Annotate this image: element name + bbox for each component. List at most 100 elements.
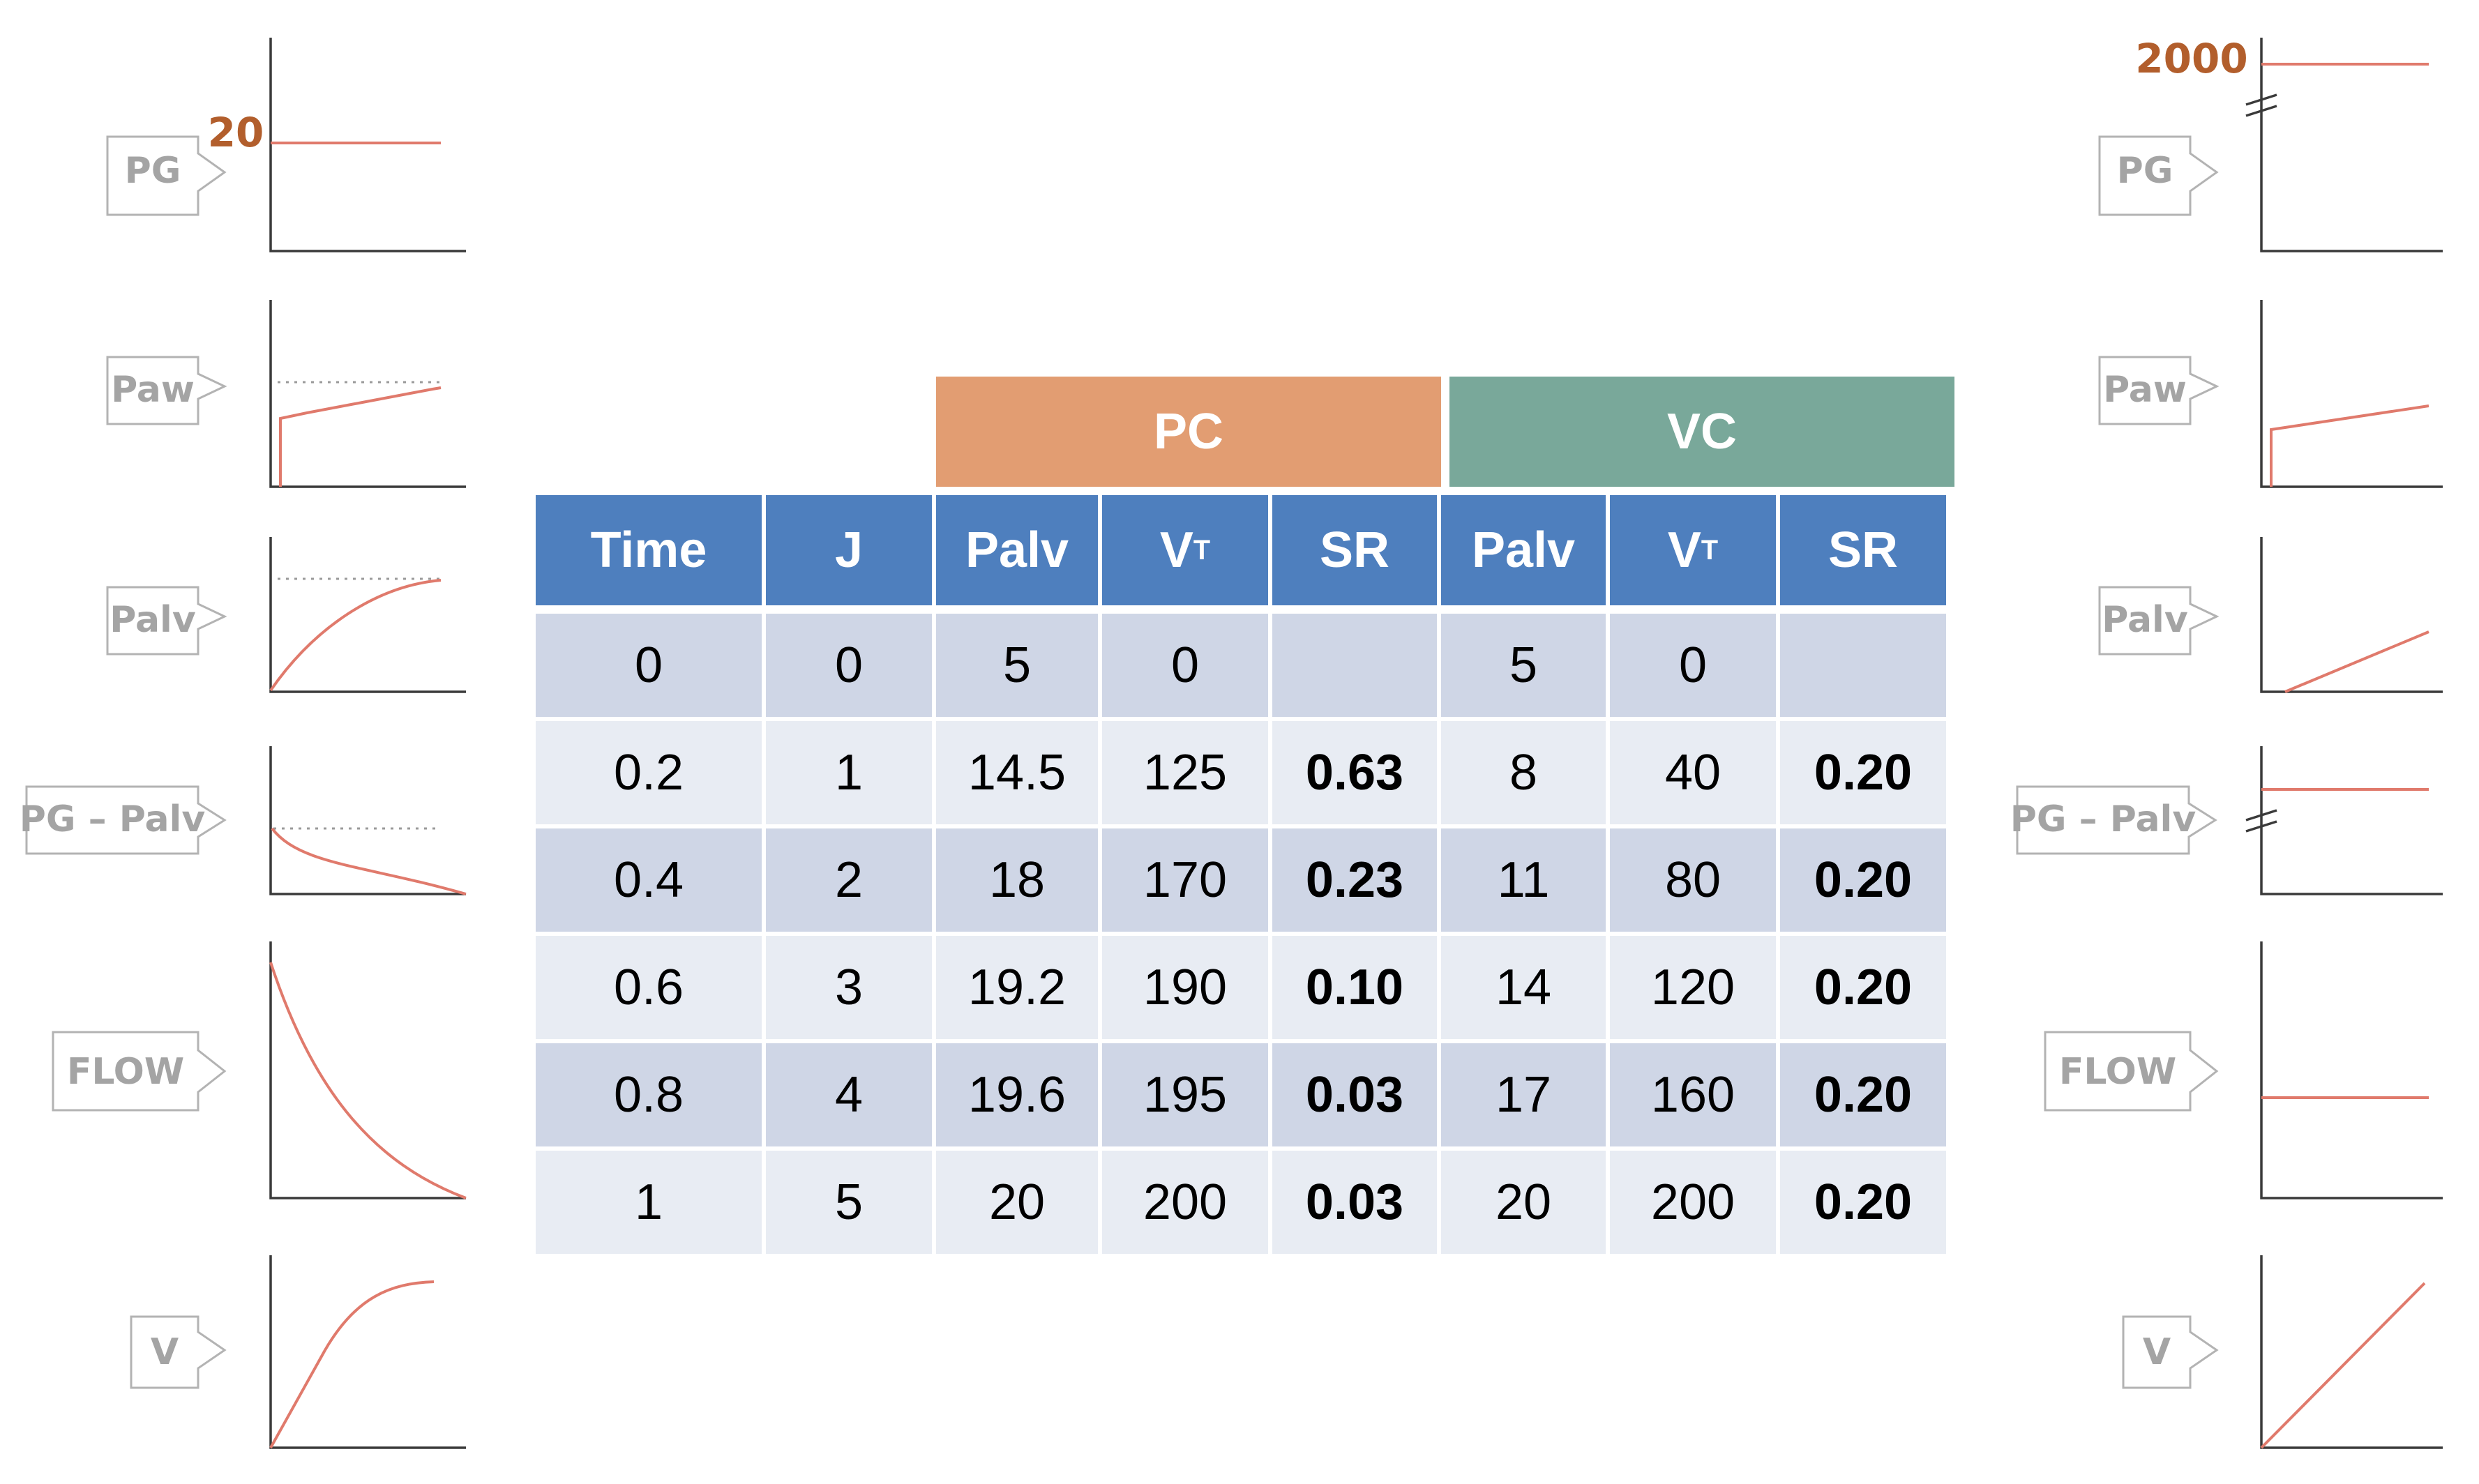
cell-j: 5 [766, 1151, 932, 1254]
cell-pc-palv: 20 [936, 1151, 1098, 1254]
cell-pc-vt: 195 [1102, 1043, 1268, 1146]
cell-vc-sr [1780, 614, 1946, 717]
cell-pc-vt: 0 [1102, 614, 1268, 717]
cell-pc-vt: 125 [1102, 721, 1268, 824]
pg-minus-palv-tag: PG – Palv [20, 785, 227, 855]
pg-tag: PG [106, 135, 227, 216]
cell-vc-vt: 0 [1610, 614, 1776, 717]
pg-minus-palv-tag-label: PG – Palv [20, 798, 206, 840]
v-tag: V [2122, 1315, 2219, 1389]
cell-pc-palv: 19.2 [936, 936, 1098, 1039]
pg-tag: PG [2098, 135, 2219, 216]
axis-break-mark [2245, 809, 2277, 833]
paw-curve [279, 386, 442, 487]
palv-curve [2284, 630, 2429, 693]
table-row: 0.6 3 19.2 190 0.10 14 120 0.20 [536, 936, 1946, 1039]
cell-time: 1 [536, 1151, 762, 1254]
vc-group-header: VC [1449, 377, 1954, 487]
cell-vc-sr: 0.20 [1780, 1043, 1946, 1146]
cell-pc-sr: 0.63 [1272, 721, 1437, 824]
flow-tag: FLOW [2044, 1031, 2219, 1112]
cell-pc-sr [1272, 614, 1437, 717]
v-curve [269, 1280, 435, 1448]
cell-j: 3 [766, 936, 932, 1039]
palv-tag-label: Palv [2102, 599, 2188, 641]
cell-vc-vt: 200 [1610, 1151, 1776, 1254]
cell-j: 0 [766, 614, 932, 717]
pg-tag-label: PG [125, 150, 181, 192]
cell-vc-vt: 120 [1610, 936, 1776, 1039]
pc-group-header: PC [936, 377, 1441, 487]
paw-curve [2270, 404, 2429, 487]
cell-pc-palv: 18 [936, 828, 1098, 932]
cell-time: 0.6 [536, 936, 762, 1039]
palv-tag: Palv [2098, 586, 2220, 656]
cell-vc-vt: 160 [1610, 1043, 1776, 1146]
flow-tag-label: FLOW [67, 1051, 184, 1093]
header-j: J [766, 495, 932, 605]
paw-tag: Paw [106, 356, 227, 425]
cell-pc-vt: 190 [1102, 936, 1268, 1039]
cell-pc-vt: 170 [1102, 828, 1268, 932]
cell-pc-sr: 0.10 [1272, 936, 1437, 1039]
pg-value-label: 2000 [2135, 35, 2247, 82]
axis-break-mark [2245, 93, 2277, 117]
cell-vc-sr: 0.20 [1780, 1151, 1946, 1254]
y-axis [269, 38, 466, 252]
left-graph-v: V [130, 1255, 466, 1449]
left-graph-pg: PG 20 [106, 38, 466, 252]
v-tag-label: V [2143, 1331, 2171, 1373]
pg-minus-palv-curve [271, 827, 467, 895]
palv-tag: Palv [106, 586, 227, 656]
cell-pc-vt: 200 [1102, 1151, 1268, 1254]
left-graph-pg-minus-palv: PG – Palv [20, 746, 467, 895]
pg-tag-label: PG [2117, 150, 2173, 192]
v-tag: V [130, 1315, 227, 1389]
cell-pc-palv: 19.6 [936, 1043, 1098, 1146]
cell-vc-sr: 0.20 [1780, 828, 1946, 932]
cell-vc-vt: 80 [1610, 828, 1776, 932]
right-graph-flow: FLOW [2044, 941, 2443, 1199]
cell-pc-palv: 5 [936, 614, 1098, 717]
palv-tag-label: Palv [110, 599, 196, 641]
right-graph-pg-minus-palv: PG – Palv [2010, 746, 2443, 895]
cell-vc-palv: 20 [1441, 1151, 1606, 1254]
header-time: Time [536, 495, 762, 605]
flow-tag: FLOW [52, 1031, 227, 1112]
v-curve [2260, 1282, 2426, 1449]
cell-j: 2 [766, 828, 932, 932]
paw-tag-label: Paw [2103, 369, 2187, 411]
table-row: 0.2 1 14.5 125 0.63 8 40 0.20 [536, 721, 1946, 824]
table-row: 0.4 2 18 170 0.23 11 80 0.20 [536, 828, 1946, 932]
cell-vc-palv: 8 [1441, 721, 1606, 824]
cell-pc-sr: 0.03 [1272, 1151, 1437, 1254]
right-graph-paw: Paw [2098, 300, 2443, 488]
cell-pc-sr: 0.23 [1272, 828, 1437, 932]
cell-vc-palv: 5 [1441, 614, 1606, 717]
right-graph-palv: Palv [2098, 537, 2443, 693]
cell-vc-palv: 14 [1441, 936, 1606, 1039]
table-row: 0.8 4 19.6 195 0.03 17 160 0.20 [536, 1043, 1946, 1146]
cell-pc-palv: 14.5 [936, 721, 1098, 824]
left-graph-palv: Palv [106, 537, 466, 693]
header-pc-sr: SR [1272, 495, 1437, 605]
right-graph-v: V [2122, 1255, 2443, 1449]
pg-value-label: 20 [208, 109, 264, 156]
header-vc-palv: Palv [1441, 495, 1606, 605]
pg-minus-palv-tag-label: PG – Palv [2010, 798, 2197, 840]
cell-vc-sr: 0.20 [1780, 721, 1946, 824]
cell-pc-sr: 0.03 [1272, 1043, 1437, 1146]
cell-vc-sr: 0.20 [1780, 936, 1946, 1039]
header-vc-sr: SR [1780, 495, 1946, 605]
cell-vc-vt: 40 [1610, 721, 1776, 824]
cell-time: 0.8 [536, 1043, 762, 1146]
paw-tag-label: Paw [111, 369, 195, 411]
paw-tag: Paw [2098, 356, 2220, 425]
header-pc-palv: Palv [936, 495, 1098, 605]
cell-vc-palv: 11 [1441, 828, 1606, 932]
